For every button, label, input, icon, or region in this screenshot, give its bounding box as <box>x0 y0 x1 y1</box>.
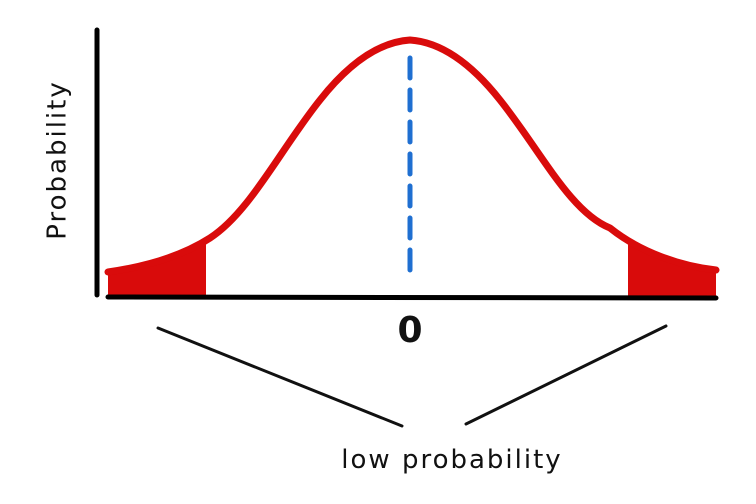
right-pointer-line <box>464 324 668 426</box>
left-pointer-line <box>156 326 404 428</box>
y-axis-label: Probability <box>43 80 73 239</box>
x-axis <box>105 294 719 301</box>
low-probability-annotation: low probability <box>341 445 562 475</box>
bell-curve <box>104 36 720 276</box>
center-zero-label: 0 <box>397 310 422 351</box>
